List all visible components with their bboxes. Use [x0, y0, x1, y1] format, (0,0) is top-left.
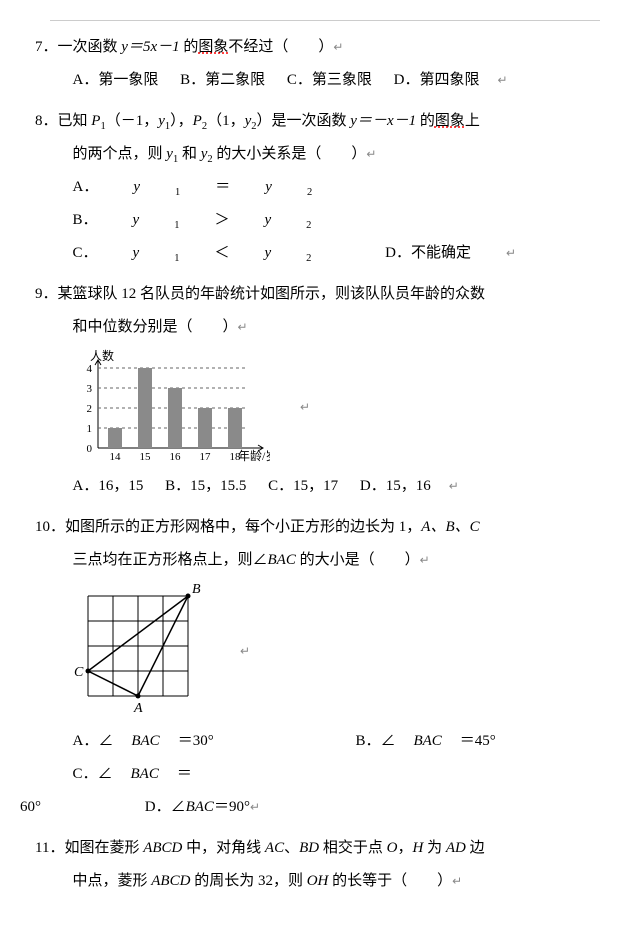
svg-text:2: 2: [87, 403, 93, 415]
q9-line1: 9．某篮球队 12 名队员的年龄统计如图所示，则该队队员年龄的众数: [20, 278, 610, 311]
svg-text:0: 0: [87, 443, 93, 455]
question-10: 10．如图所示的正方形网格中，每个小正方形的边长为 1，A、B、C 三点均在正方…: [20, 511, 610, 824]
q7-opt-a: A．第一象限: [73, 64, 159, 97]
svg-text:3: 3: [87, 383, 93, 395]
q10-opt-60: 60°: [20, 799, 41, 815]
question-8: 8．已知 P1（－1，y1），P2（1，y2）是一次函数 y＝－x－1 的图象上…: [20, 105, 610, 270]
q10-opt-d: D．∠BAC＝90°: [145, 799, 250, 815]
svg-text:年龄/岁: 年龄/岁: [238, 448, 270, 463]
q11-line2: 中点，菱形 ABCD 的周长为 32，则 OH 的长等于（ ）↵: [20, 865, 610, 898]
svg-text:17: 17: [200, 451, 212, 463]
svg-text:B: B: [192, 582, 201, 597]
q8-line2: 的两个点，则 y1 和 y2 的大小关系是（ ）↵: [20, 138, 610, 171]
q9-opt-d: D．15，16: [360, 470, 431, 503]
q9-options: A．16，15 B．15，15.5 C．15，17 D．15，16↵: [20, 470, 610, 503]
q10-options-2: 60° D．∠BAC＝90°↵: [20, 791, 610, 824]
q8-num: 8．: [35, 113, 58, 129]
svg-text:C: C: [74, 665, 84, 680]
q9-line2: 和中位数分别是（ ）↵: [20, 311, 610, 344]
q8-opt-d: D．不能确定: [385, 237, 471, 270]
svg-text:A: A: [133, 701, 143, 716]
q10-line1: 10．如图所示的正方形网格中，每个小正方形的边长为 1，A、B、C: [20, 511, 610, 544]
q10-opt-c: C．∠BAC＝: [73, 758, 210, 791]
q8-line1: 8．已知 P1（－1，y1），P2（1，y2）是一次函数 y＝－x－1 的图象上: [20, 105, 610, 138]
q8-options: A．y1＝y2 B．y1＞y2 C．y1＜y2 D．不能确定↵: [20, 171, 610, 270]
svg-text:16: 16: [170, 451, 182, 463]
q9-num: 9．: [35, 286, 58, 302]
q10-opt-b: B．∠BAC＝45°: [355, 725, 513, 758]
q8-opt-c: C．y1＜y2: [73, 237, 347, 270]
q7-num: 7．: [35, 39, 58, 55]
q9-opt-a: A．16，15: [73, 470, 144, 503]
q7-opt-c: C．第三象限: [287, 64, 372, 97]
q10-options-1: A．∠BAC＝30° B．∠BAC＝45° C．∠BAC＝: [20, 725, 610, 791]
question-11: 11．如图在菱形 ABCD 中，对角线 AC、BD 相交于点 O，H 为 AD …: [20, 832, 610, 898]
q7-equation: y＝5x－1: [121, 39, 179, 55]
q7-opt-d: D．第四象限: [394, 64, 480, 97]
q9-opt-c: C．15，17: [268, 470, 338, 503]
q10-num: 10．: [35, 519, 65, 535]
q7-opt-b: B．第二象限: [180, 64, 265, 97]
q10-opt-a: A．∠BAC＝30°: [73, 725, 232, 758]
q10-grid-figure: B C A: [70, 581, 210, 721]
q10-line2: 三点均在正方形格点上，则∠BAC 的大小是（ ）↵: [20, 544, 610, 577]
q8-opt-a: A．y1＝y2: [73, 171, 348, 204]
q7-options: A．第一象限 B．第二象限 C．第三象限 D．第四象限↵: [20, 64, 610, 97]
svg-text:4: 4: [87, 363, 93, 375]
question-7: 7．一次函数 y＝5x－1 的图象不经过（ ）↵ A．第一象限 B．第二象限 C…: [20, 31, 610, 97]
page-divider: [50, 20, 600, 21]
q7-text: 7．一次函数 y＝5x－1 的图象不经过（ ）↵: [20, 31, 610, 64]
q11-num: 11．: [35, 840, 64, 856]
svg-text:人数: 人数: [90, 348, 114, 363]
q9-opt-b: B．15，15.5: [165, 470, 246, 503]
svg-text:15: 15: [140, 451, 152, 463]
svg-text:1: 1: [87, 423, 93, 435]
svg-text:14: 14: [110, 451, 122, 463]
q9-bar-chart: 012341415161718人数年龄/岁: [70, 348, 270, 466]
q8-opt-b: B．y1＞y2: [73, 204, 347, 237]
question-9: 9．某篮球队 12 名队员的年龄统计如图所示，则该队队员年龄的众数 和中位数分别…: [20, 278, 610, 503]
